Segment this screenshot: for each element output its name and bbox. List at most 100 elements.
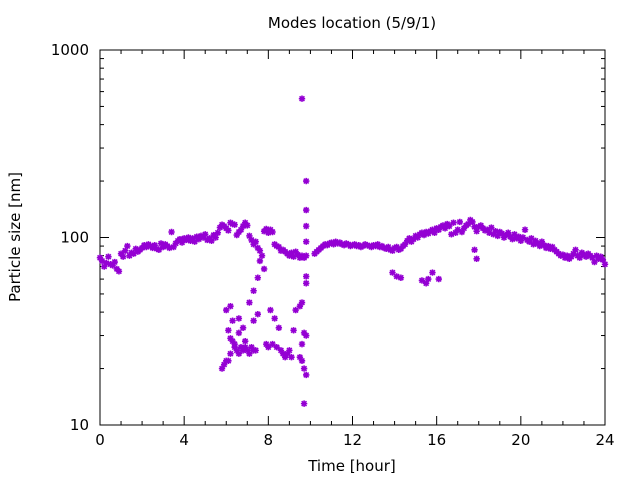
data-point xyxy=(277,247,285,254)
x-tick-label: 16 xyxy=(427,431,446,449)
data-point xyxy=(252,238,259,245)
data-point xyxy=(576,254,583,261)
data-point xyxy=(589,254,596,261)
data-point xyxy=(570,250,577,257)
data-point xyxy=(159,243,167,251)
data-point xyxy=(138,244,146,252)
data-point xyxy=(176,235,184,243)
data-point xyxy=(252,347,259,354)
data-point xyxy=(286,347,293,354)
data-point xyxy=(298,340,306,348)
data-point xyxy=(454,226,461,233)
data-point xyxy=(294,251,301,258)
data-point xyxy=(212,234,219,241)
data-point xyxy=(115,268,123,275)
data-point xyxy=(397,274,405,281)
data-point xyxy=(225,327,232,334)
data-point xyxy=(288,249,295,256)
data-point xyxy=(582,253,590,260)
data-point xyxy=(109,262,116,269)
data-point xyxy=(486,229,493,236)
data-point xyxy=(591,258,598,266)
data-point xyxy=(235,315,243,322)
data-point xyxy=(342,240,350,247)
data-point xyxy=(334,240,341,247)
data-point xyxy=(178,239,186,246)
data-point xyxy=(303,371,310,379)
data-point xyxy=(515,233,522,240)
data-point xyxy=(250,317,257,324)
data-point xyxy=(229,337,236,345)
data-point xyxy=(393,273,400,280)
data-point xyxy=(385,243,392,251)
data-point xyxy=(599,256,607,264)
data-point xyxy=(195,235,203,243)
data-point xyxy=(256,247,264,254)
data-point xyxy=(425,275,432,283)
data-point xyxy=(216,224,224,231)
data-point xyxy=(530,241,537,248)
data-point xyxy=(239,222,247,230)
data-point xyxy=(241,219,249,226)
data-point xyxy=(288,353,295,361)
data-point xyxy=(505,229,512,236)
data-point xyxy=(246,350,253,357)
data-point xyxy=(239,347,247,354)
data-point xyxy=(393,243,400,251)
data-point xyxy=(292,306,299,314)
data-point xyxy=(389,269,396,276)
data-point xyxy=(540,241,548,249)
x-tick-label: 8 xyxy=(264,431,274,449)
data-point xyxy=(435,226,442,233)
data-point xyxy=(483,226,491,233)
data-point xyxy=(431,229,438,236)
data-point xyxy=(132,245,139,253)
data-point xyxy=(254,244,262,252)
data-point xyxy=(273,242,280,250)
data-point xyxy=(298,299,306,306)
data-point xyxy=(101,263,108,270)
data-point xyxy=(488,224,495,231)
data-point xyxy=(395,246,402,253)
data-point xyxy=(153,245,161,253)
data-point xyxy=(239,324,247,331)
data-point xyxy=(296,303,304,310)
data-point xyxy=(448,231,455,238)
x-tick-label: 20 xyxy=(511,431,530,449)
data-point xyxy=(452,229,459,236)
data-point xyxy=(254,310,262,318)
data-point xyxy=(471,246,478,253)
data-point xyxy=(185,234,192,241)
y-tick-label: 1000 xyxy=(51,41,89,59)
data-point xyxy=(248,236,255,244)
data-point xyxy=(300,365,308,372)
data-point xyxy=(397,245,405,253)
data-point xyxy=(189,235,196,242)
data-point xyxy=(265,229,272,236)
y-tick-label: 100 xyxy=(60,229,89,247)
data-point xyxy=(490,231,497,238)
data-point xyxy=(366,242,373,250)
data-point xyxy=(303,177,310,185)
data-point xyxy=(544,242,552,250)
data-point xyxy=(218,365,226,372)
data-point xyxy=(439,222,447,229)
y-axis: 10 100 1000 xyxy=(51,41,605,434)
data-point xyxy=(220,361,228,368)
data-point xyxy=(223,306,230,314)
data-point xyxy=(429,269,436,276)
data-point xyxy=(303,252,310,259)
data-point xyxy=(303,206,310,214)
data-point xyxy=(374,241,381,248)
data-point xyxy=(429,226,436,233)
chart-title: Modes location (5/9/1) xyxy=(268,14,436,32)
x-axis-label: Time [hour] xyxy=(307,457,396,475)
data-point xyxy=(511,231,518,238)
data-point xyxy=(410,235,417,243)
data-point xyxy=(275,243,283,251)
data-point xyxy=(155,246,163,253)
data-point xyxy=(241,337,249,345)
data-point xyxy=(296,353,304,361)
x-tick-label: 12 xyxy=(343,431,362,449)
